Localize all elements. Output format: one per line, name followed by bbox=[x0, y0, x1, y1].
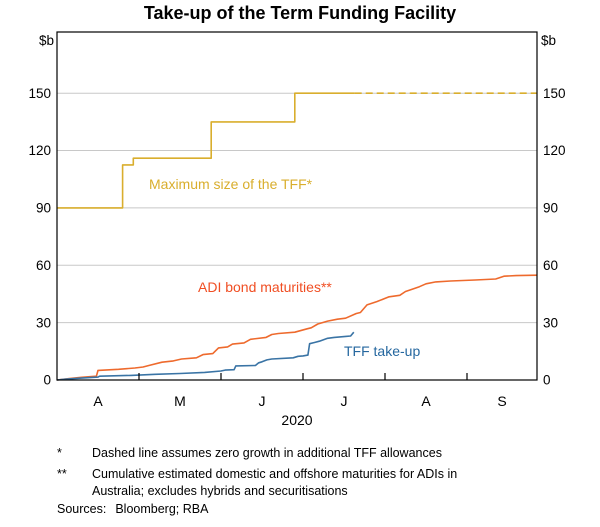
y-tick-label-right: 120 bbox=[543, 143, 566, 158]
y-tick-label-left: 90 bbox=[36, 201, 51, 216]
series-line-0 bbox=[57, 92, 355, 209]
x-axis-year-label: 2020 bbox=[281, 412, 313, 428]
sources-line: Sources: Bloomberg; RBA bbox=[57, 502, 208, 516]
x-month-label: M bbox=[174, 393, 186, 409]
y-tick-label-right: 30 bbox=[543, 315, 558, 330]
footnote-1: * Dashed line assumes zero growth in add… bbox=[57, 445, 537, 462]
footnote-2-marker: ** bbox=[57, 467, 67, 481]
series-label-max-size-tff: Maximum size of the TFF* bbox=[149, 176, 313, 192]
footnote-2: ** Cumulative estimated domestic and off… bbox=[57, 466, 537, 499]
series-label-adi-bond-maturities: ADI bond maturities** bbox=[198, 279, 332, 295]
y-tick-label-right: 150 bbox=[543, 86, 566, 101]
x-month-label: A bbox=[93, 393, 103, 409]
x-month-label: S bbox=[497, 393, 506, 409]
series-line-2 bbox=[56, 331, 355, 381]
footnote-2-text: Cumulative estimated domestic and offsho… bbox=[92, 467, 458, 498]
y-tick-label-left: 60 bbox=[36, 258, 51, 273]
series-line-1 bbox=[56, 274, 538, 381]
series-label-tff-take-up: TFF take-up bbox=[344, 343, 421, 359]
plot-frame bbox=[56, 31, 538, 381]
sources-label: Sources: bbox=[57, 502, 107, 516]
chart-title: Take-up of the Term Funding Facility bbox=[143, 3, 457, 23]
y-tick-label-right: 60 bbox=[543, 258, 558, 273]
x-month-label: J bbox=[259, 393, 266, 409]
y-tick-label-left: 120 bbox=[28, 143, 51, 158]
footnote-1-marker: * bbox=[57, 446, 62, 460]
y-axis-unit-left: $b bbox=[38, 33, 54, 48]
sources-text: Bloomberg; RBA bbox=[115, 502, 209, 516]
x-month-label: A bbox=[421, 393, 431, 409]
y-axis-unit-right: $b bbox=[541, 33, 557, 48]
y-tick-label-right: 0 bbox=[543, 373, 551, 388]
footnote-1-text: Dashed line assumes zero growth in addit… bbox=[92, 446, 442, 460]
y-tick-label-left: 30 bbox=[36, 315, 51, 330]
y-tick-label-right: 90 bbox=[543, 201, 558, 216]
y-tick-label-left: 0 bbox=[43, 373, 51, 388]
y-tick-label-left: 150 bbox=[28, 86, 51, 101]
x-month-label: J bbox=[341, 393, 348, 409]
